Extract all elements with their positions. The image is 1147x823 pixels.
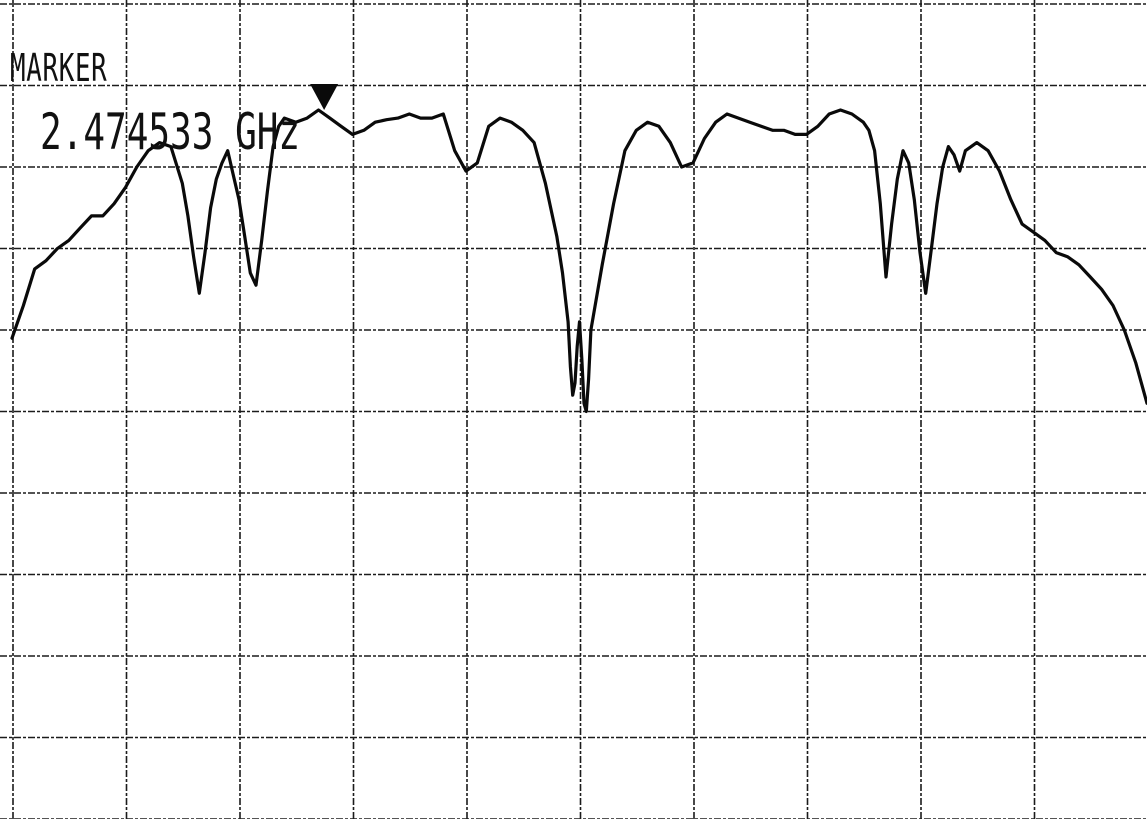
marker-triangle-icon (310, 83, 339, 110)
marker-label: MARKER (10, 46, 108, 90)
marker-group (310, 83, 339, 110)
trace-group (10, 108, 1147, 414)
marker-frequency-readout: 2.474533 GHz (40, 103, 301, 161)
spectrum-trace-line (10, 108, 1147, 414)
